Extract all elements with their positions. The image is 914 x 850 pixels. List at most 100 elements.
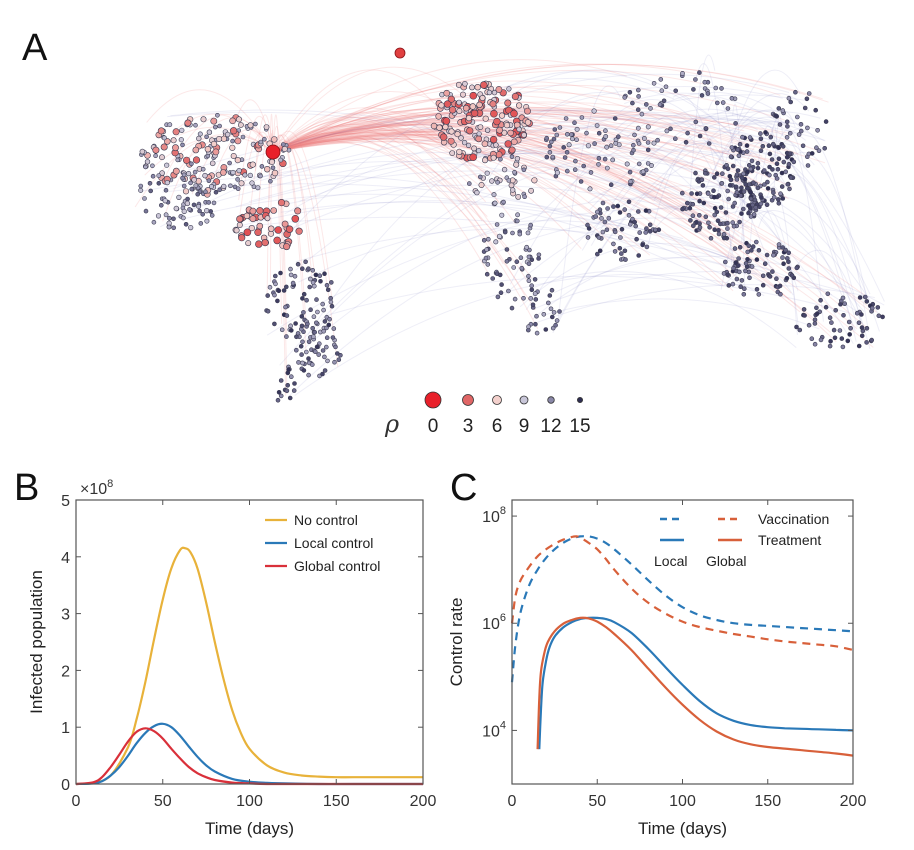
network-node	[690, 223, 696, 229]
network-edge	[298, 220, 684, 283]
network-node	[787, 130, 793, 136]
network-node	[267, 284, 273, 290]
network-node	[761, 168, 767, 173]
network-node	[673, 88, 679, 94]
network-node	[183, 222, 189, 227]
network-node	[484, 247, 489, 252]
network-node	[181, 172, 187, 178]
network-node	[548, 139, 554, 145]
network-node	[604, 165, 610, 171]
rho-legend-marker	[424, 391, 442, 409]
network-node	[690, 201, 696, 207]
network-edge	[328, 275, 848, 316]
network-node	[208, 209, 213, 214]
network-edge	[707, 97, 746, 242]
network-node	[805, 125, 810, 131]
network-node	[306, 339, 312, 345]
legend-column-label: Local	[654, 553, 687, 569]
network-node	[732, 246, 738, 251]
network-node	[557, 125, 563, 130]
network-node	[812, 317, 818, 323]
network-node	[655, 137, 660, 143]
network-node	[229, 144, 236, 151]
rho-legend-marker	[492, 395, 502, 405]
network-node	[594, 251, 600, 257]
network-node	[334, 351, 340, 356]
network-node	[778, 291, 783, 297]
network-edge	[272, 132, 488, 156]
network-node	[624, 161, 630, 167]
network-node	[683, 140, 689, 145]
network-node	[774, 161, 780, 166]
network-node	[162, 198, 168, 204]
y-tick-label: 5	[61, 493, 70, 510]
network-node	[495, 86, 503, 93]
network-node	[636, 141, 642, 146]
network-node	[748, 196, 754, 202]
network-edge	[272, 119, 602, 153]
network-node	[138, 183, 144, 189]
network-node	[722, 259, 728, 265]
network-node	[324, 282, 330, 288]
network-node	[258, 139, 264, 145]
network-node	[729, 96, 735, 101]
network-node	[526, 324, 531, 330]
network-node	[566, 142, 572, 148]
network-node	[256, 207, 264, 215]
network-node	[829, 320, 834, 325]
network-node	[186, 171, 192, 177]
network-node	[603, 134, 609, 139]
network-node	[591, 108, 597, 114]
network-node	[458, 135, 464, 141]
network-node	[465, 114, 473, 122]
network-node	[301, 310, 306, 315]
network-node	[481, 238, 487, 243]
network-edge	[272, 130, 334, 306]
network-node	[230, 153, 237, 160]
network-edge	[695, 185, 879, 314]
network-node	[275, 298, 280, 304]
network-node	[606, 215, 612, 221]
network-nodes	[138, 47, 885, 403]
network-node	[238, 180, 245, 187]
network-node	[209, 184, 215, 190]
network-node	[773, 113, 779, 119]
network-node	[521, 132, 527, 138]
network-edge	[272, 69, 439, 153]
network-node	[155, 213, 162, 219]
network-edge	[272, 130, 479, 185]
network-node	[498, 112, 506, 119]
network-node	[752, 197, 758, 203]
network-node	[235, 177, 240, 182]
network-node	[664, 128, 670, 134]
network-edge	[272, 94, 645, 153]
network-node	[705, 191, 711, 196]
network-edge	[272, 139, 317, 284]
network-node	[657, 102, 663, 107]
network-node	[276, 389, 282, 395]
network-edge	[581, 108, 774, 251]
network-node	[524, 107, 531, 115]
network-edge	[511, 69, 766, 172]
network-node	[268, 225, 275, 232]
network-node	[776, 156, 782, 162]
network-node	[735, 147, 741, 152]
network-node	[699, 177, 705, 183]
network-node	[627, 222, 633, 227]
network-node	[856, 343, 862, 349]
network-node	[438, 102, 445, 109]
network-node	[545, 300, 551, 306]
network-node	[283, 304, 288, 310]
network-node	[737, 245, 743, 250]
network-node	[756, 248, 762, 253]
network-node	[209, 160, 216, 167]
network-node	[622, 248, 628, 254]
network-node	[501, 199, 506, 205]
network-node	[708, 235, 714, 241]
network-node	[309, 362, 315, 367]
network-node	[292, 381, 297, 386]
network-node	[516, 126, 522, 133]
network-node	[310, 325, 316, 331]
network-node	[736, 153, 742, 159]
